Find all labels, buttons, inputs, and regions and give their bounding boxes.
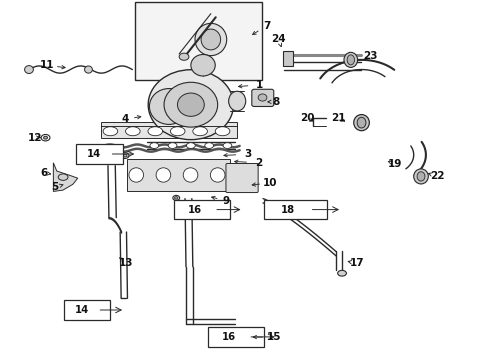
Text: 8: 8 — [272, 97, 279, 107]
Text: 14: 14 — [86, 149, 101, 159]
Ellipse shape — [99, 303, 107, 309]
Text: 22: 22 — [429, 171, 444, 181]
Ellipse shape — [353, 114, 368, 131]
Ellipse shape — [416, 172, 424, 181]
Ellipse shape — [123, 154, 127, 157]
Ellipse shape — [413, 169, 427, 184]
Bar — [64, 300, 110, 320]
Ellipse shape — [234, 332, 237, 334]
Circle shape — [179, 53, 188, 60]
Ellipse shape — [210, 168, 224, 182]
Text: 4: 4 — [121, 114, 128, 124]
Ellipse shape — [190, 54, 215, 76]
Ellipse shape — [84, 66, 92, 73]
Text: 18: 18 — [281, 204, 295, 215]
Text: 15: 15 — [266, 332, 281, 342]
Ellipse shape — [356, 117, 365, 128]
Bar — [173, 200, 229, 220]
Ellipse shape — [24, 66, 33, 73]
Ellipse shape — [346, 55, 354, 65]
Ellipse shape — [223, 143, 231, 148]
FancyBboxPatch shape — [251, 89, 273, 107]
Text: 5: 5 — [52, 182, 59, 192]
Ellipse shape — [172, 195, 179, 201]
Ellipse shape — [149, 89, 188, 125]
Ellipse shape — [129, 168, 143, 182]
Ellipse shape — [201, 29, 220, 50]
Ellipse shape — [177, 93, 204, 116]
Text: 11: 11 — [40, 60, 54, 70]
Ellipse shape — [277, 208, 281, 211]
Ellipse shape — [148, 70, 233, 140]
Text: 19: 19 — [386, 159, 401, 169]
Text: 9: 9 — [222, 196, 229, 206]
Ellipse shape — [170, 127, 184, 136]
Ellipse shape — [186, 143, 195, 148]
Text: 20: 20 — [299, 113, 313, 123]
Text: 12: 12 — [27, 133, 42, 143]
Ellipse shape — [192, 127, 207, 136]
Ellipse shape — [150, 143, 158, 148]
Bar — [76, 144, 122, 164]
Bar — [135, 3, 261, 80]
Text: 10: 10 — [262, 178, 277, 188]
Ellipse shape — [204, 143, 213, 148]
Text: 6: 6 — [40, 168, 47, 178]
Ellipse shape — [183, 168, 198, 182]
Ellipse shape — [125, 127, 140, 136]
Bar — [101, 122, 237, 138]
Ellipse shape — [258, 94, 266, 101]
Text: 7: 7 — [262, 21, 269, 31]
Ellipse shape — [148, 127, 162, 136]
Ellipse shape — [168, 143, 177, 148]
Text: 24: 24 — [271, 35, 285, 44]
Ellipse shape — [270, 208, 274, 211]
FancyBboxPatch shape — [225, 163, 258, 193]
Text: 21: 21 — [330, 113, 345, 123]
Text: 1: 1 — [255, 80, 262, 90]
Text: 14: 14 — [74, 305, 89, 315]
Ellipse shape — [163, 82, 217, 127]
Ellipse shape — [58, 174, 68, 180]
Text: 17: 17 — [348, 258, 363, 268]
Ellipse shape — [343, 52, 357, 67]
Ellipse shape — [228, 91, 245, 111]
Ellipse shape — [337, 270, 346, 276]
Ellipse shape — [269, 207, 276, 212]
Bar — [127, 159, 229, 191]
Ellipse shape — [232, 330, 239, 335]
Text: 16: 16 — [188, 204, 202, 215]
Bar — [282, 51, 293, 66]
Ellipse shape — [43, 136, 47, 139]
Ellipse shape — [101, 305, 105, 308]
Ellipse shape — [103, 127, 118, 136]
Ellipse shape — [174, 197, 178, 199]
Text: 3: 3 — [244, 149, 251, 159]
Text: 13: 13 — [119, 258, 134, 268]
Ellipse shape — [121, 153, 129, 158]
Bar — [207, 327, 264, 347]
Ellipse shape — [215, 127, 229, 136]
Text: 16: 16 — [222, 332, 236, 342]
Ellipse shape — [276, 207, 283, 212]
Polygon shape — [53, 163, 78, 192]
Text: 2: 2 — [255, 158, 262, 168]
Ellipse shape — [240, 330, 246, 335]
Ellipse shape — [156, 168, 170, 182]
Bar — [264, 200, 327, 220]
Ellipse shape — [195, 23, 226, 56]
Text: 23: 23 — [362, 51, 377, 61]
Ellipse shape — [41, 134, 50, 141]
